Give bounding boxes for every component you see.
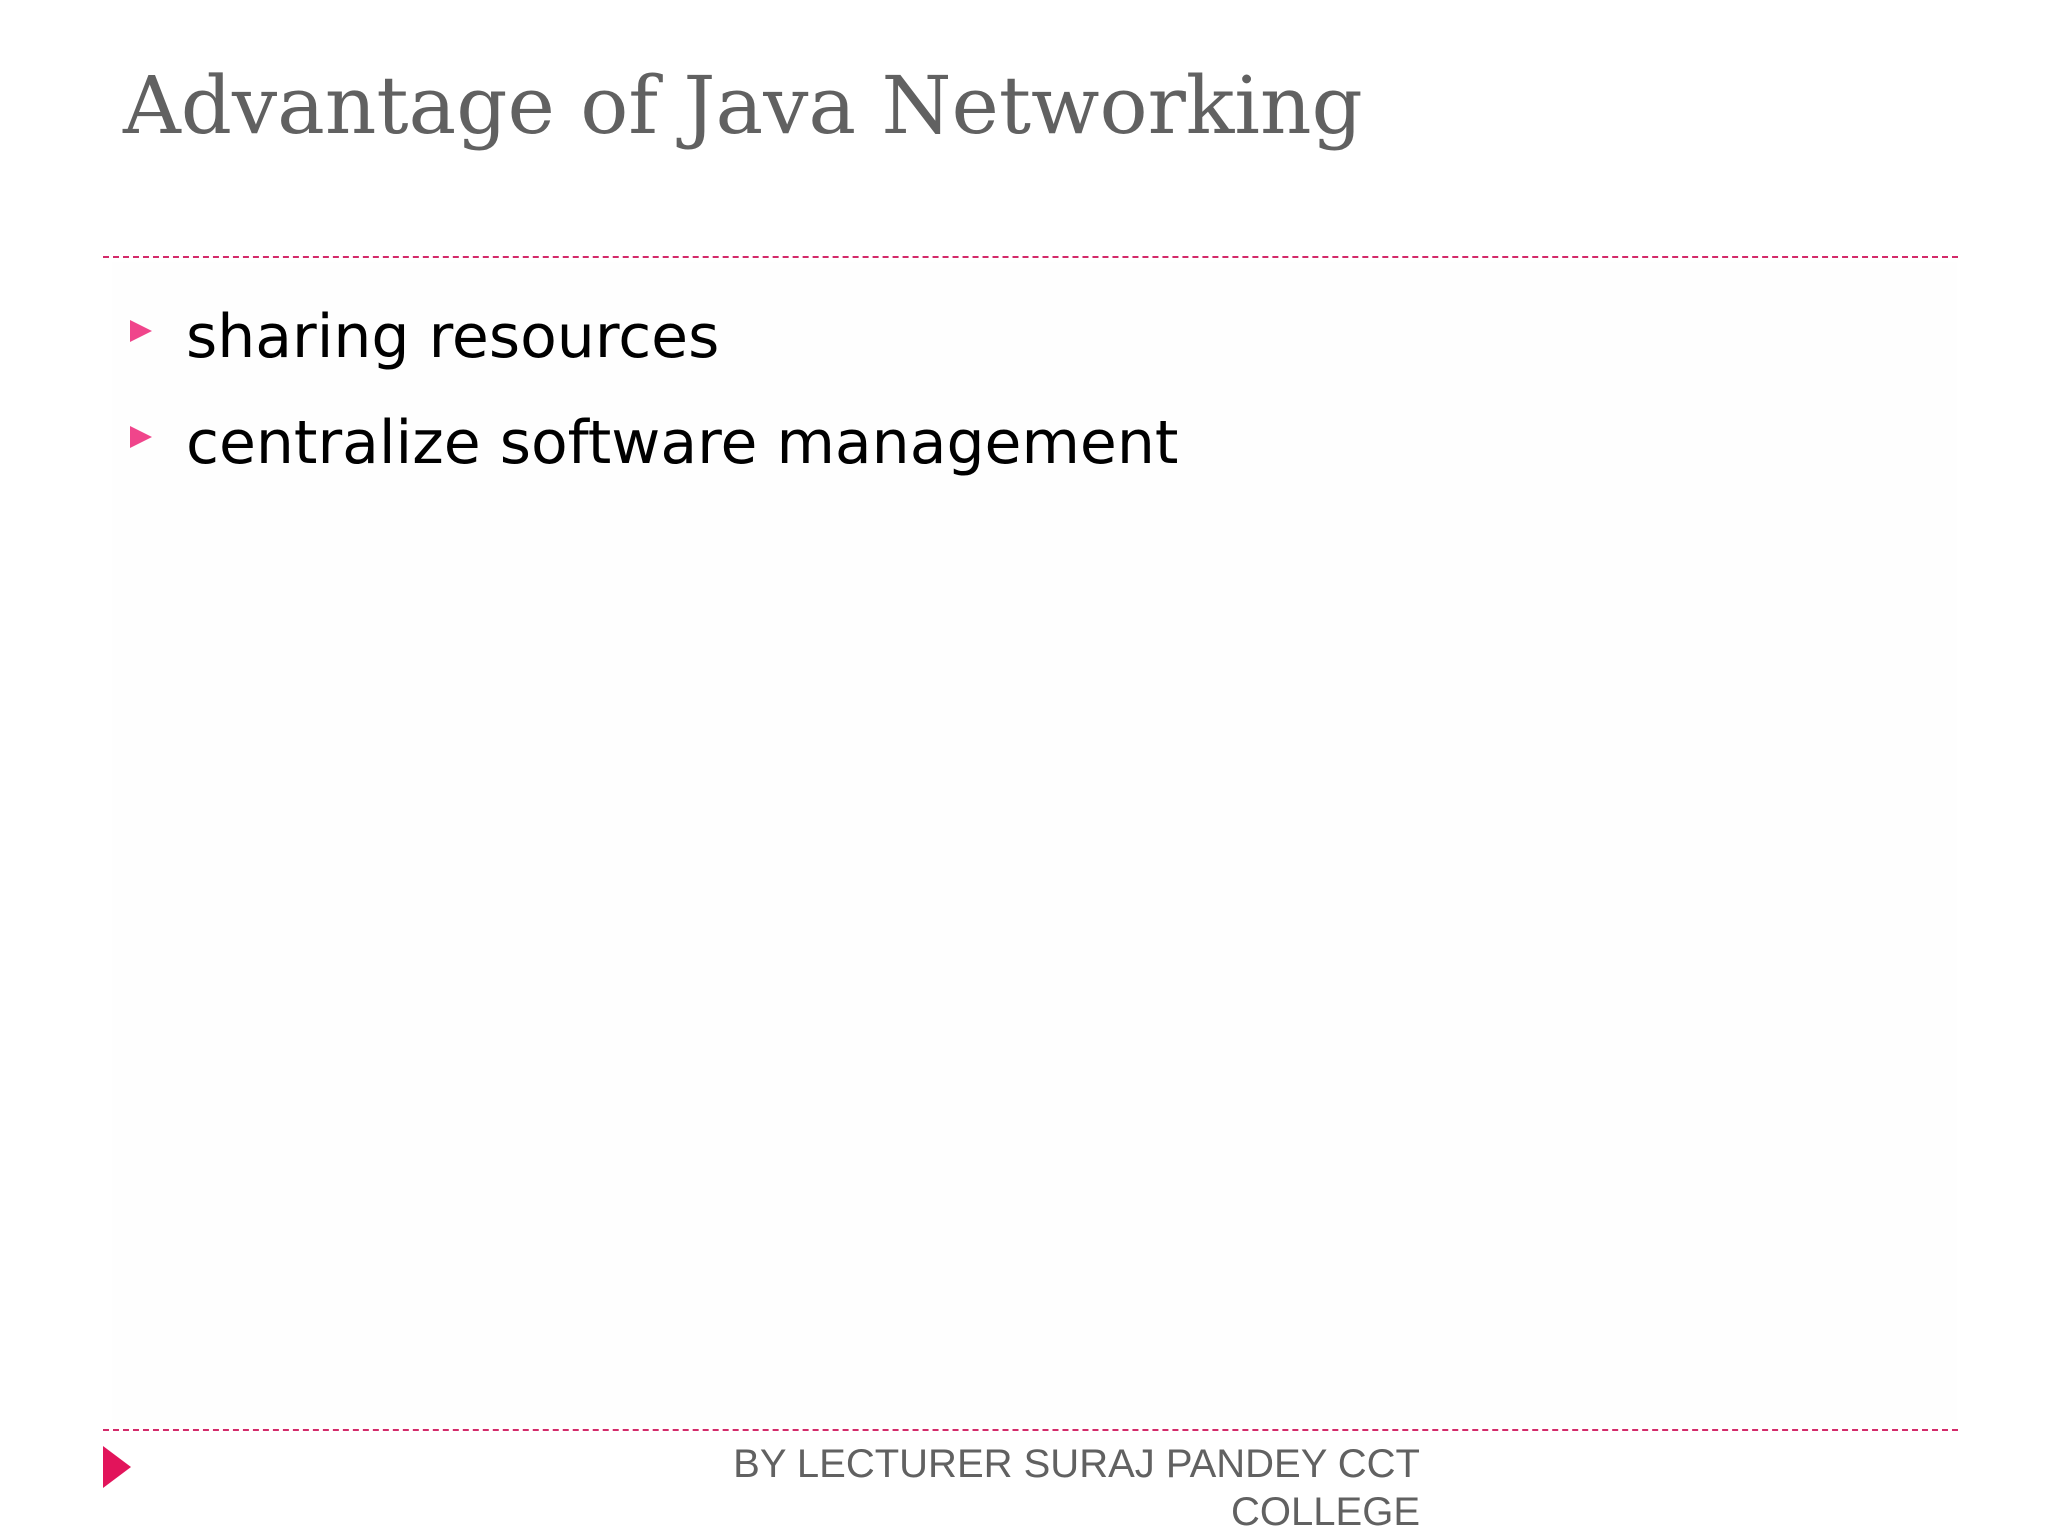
bullet-triangle-icon bbox=[130, 320, 152, 342]
footer-triangle-icon bbox=[103, 1446, 131, 1488]
footer-credit-line-1: BY LECTURER SURAJ PANDEY CCT bbox=[733, 1442, 1420, 1486]
bullet-triangle-icon bbox=[130, 426, 152, 448]
footer-divider bbox=[103, 1429, 1958, 1431]
bullet-text: centralize software management bbox=[186, 408, 1179, 478]
bullet-list: sharing resources centralize software ma… bbox=[126, 290, 1178, 502]
slide-title: Advantage of Java Networking bbox=[123, 59, 1363, 152]
bullet-text: sharing resources bbox=[186, 302, 720, 372]
content-area bbox=[112, 262, 1957, 1426]
title-divider bbox=[103, 256, 1958, 258]
bullet-item: centralize software management bbox=[126, 396, 1178, 502]
footer-credit: BY LECTURER SURAJ PANDEY CCT COLLEGE bbox=[733, 1440, 1420, 1536]
bullet-item: sharing resources bbox=[126, 290, 1178, 396]
footer-credit-line-2: COLLEGE bbox=[1231, 1490, 1420, 1534]
